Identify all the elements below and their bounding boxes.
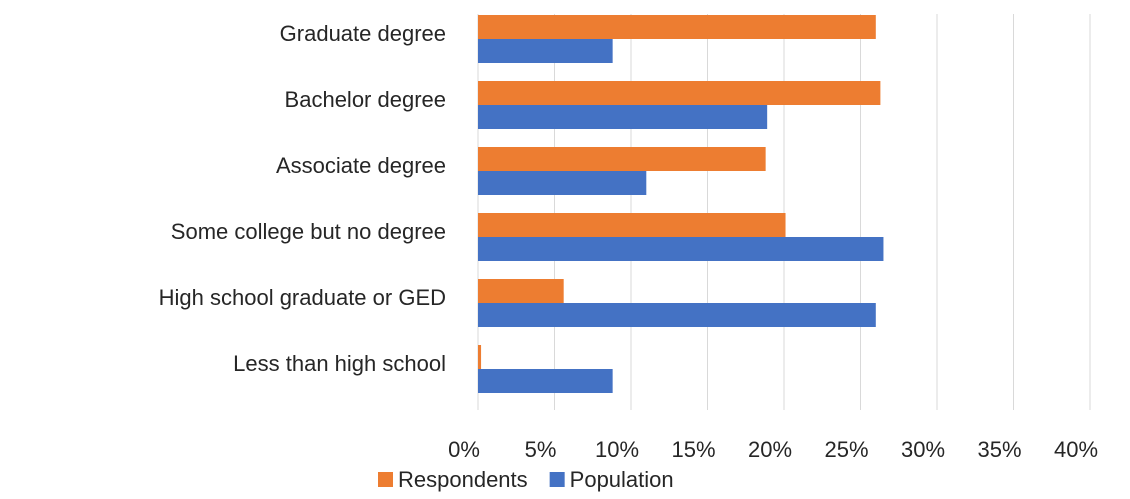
bar	[478, 303, 876, 327]
y-tick-label: Graduate degree	[280, 21, 446, 46]
bar	[478, 105, 768, 129]
y-tick-label: Some college but no degree	[171, 219, 446, 244]
x-tick-label: 15%	[671, 437, 715, 462]
x-tick-label: 0%	[448, 437, 480, 462]
x-tick-label: 10%	[595, 437, 639, 462]
x-tick-label: 30%	[901, 437, 945, 462]
bar	[478, 213, 786, 237]
bar	[478, 171, 647, 195]
bar	[478, 279, 564, 303]
bar	[478, 345, 482, 369]
legend-swatch	[549, 472, 565, 487]
x-tick-label: 5%	[525, 437, 557, 462]
y-tick-label: Associate degree	[276, 153, 446, 178]
bar	[478, 81, 881, 105]
bar	[478, 39, 613, 63]
bar	[478, 237, 884, 261]
x-tick-label: 25%	[824, 437, 868, 462]
legend-label: Respondents	[398, 467, 528, 492]
x-tick-label: 20%	[748, 437, 792, 462]
legend-swatch	[378, 472, 393, 487]
bar	[478, 147, 766, 171]
legend-label: Population	[570, 467, 674, 492]
x-tick-label: 40%	[1054, 437, 1098, 462]
y-tick-label: Bachelor degree	[285, 87, 446, 112]
x-tick-label: 35%	[977, 437, 1021, 462]
y-tick-label: High school graduate or GED	[159, 285, 446, 310]
bar	[478, 369, 613, 393]
bar	[478, 15, 876, 39]
y-tick-label: Less than high school	[233, 351, 446, 376]
